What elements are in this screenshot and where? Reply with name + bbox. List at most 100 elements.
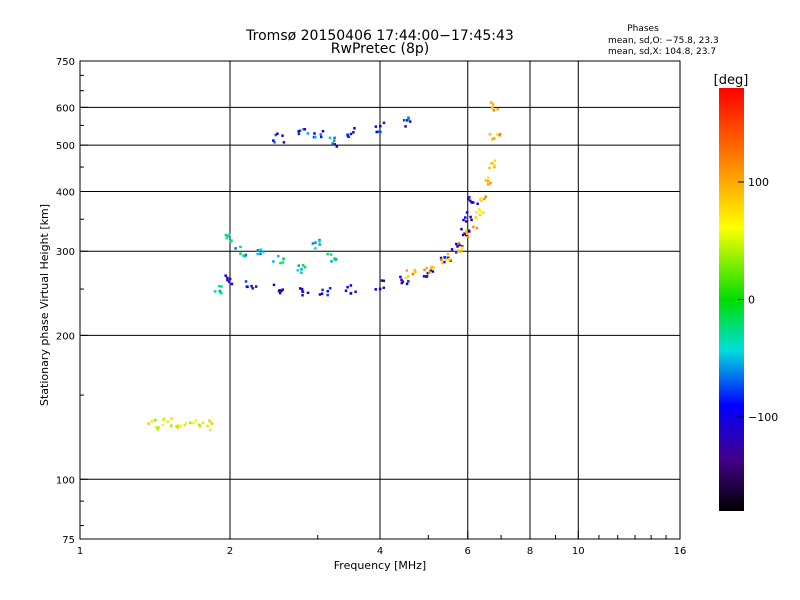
y-tick-label: 400	[56, 187, 75, 198]
data-point	[208, 419, 211, 422]
data-point	[300, 268, 303, 271]
data-point	[378, 287, 382, 291]
data-point	[306, 291, 310, 295]
data-point	[400, 281, 404, 285]
data-point	[300, 287, 304, 291]
data-point	[489, 181, 492, 185]
phases-box-title: Phases	[627, 24, 659, 34]
data-point	[162, 417, 166, 420]
data-point	[445, 258, 448, 261]
data-point	[349, 284, 353, 287]
data-point	[239, 252, 242, 255]
phases-box-x: mean, sd,X: 104.8, 23.7	[608, 47, 716, 57]
data-point	[176, 426, 180, 429]
data-point	[349, 291, 353, 295]
data-point	[439, 256, 443, 260]
data-point	[352, 131, 355, 134]
data-point	[492, 109, 496, 112]
data-point	[353, 126, 356, 130]
y-tick-label: 200	[56, 331, 75, 342]
y-tick-label: 500	[56, 141, 75, 152]
data-point	[318, 239, 321, 243]
data-point	[169, 424, 173, 427]
data-point	[259, 248, 263, 251]
data-point	[486, 176, 490, 180]
data-point	[414, 270, 417, 273]
data-point	[346, 285, 349, 289]
data-point	[298, 129, 302, 132]
data-point	[218, 290, 222, 293]
data-point	[465, 211, 469, 214]
data-point	[259, 252, 262, 256]
data-point	[465, 232, 469, 235]
data-point	[469, 215, 472, 219]
data-point	[297, 132, 301, 136]
data-point	[401, 280, 405, 283]
data-point	[479, 197, 483, 201]
x-tick-label: 16	[674, 546, 687, 557]
data-point	[239, 245, 242, 249]
data-point	[493, 165, 496, 169]
data-point	[330, 260, 333, 263]
data-point	[346, 134, 350, 137]
data-point	[377, 130, 380, 133]
data-point	[374, 288, 377, 291]
data-point	[278, 291, 282, 295]
y-tick-label: 600	[56, 103, 75, 114]
data-point	[408, 120, 412, 123]
data-point	[318, 293, 322, 296]
y-tick-label: 100	[56, 475, 75, 486]
data-point	[354, 290, 357, 294]
x-tick-label: 6	[465, 546, 471, 557]
data-point	[154, 418, 157, 422]
data-point	[490, 101, 493, 104]
data-point	[425, 275, 428, 278]
data-point	[458, 243, 461, 247]
data-point	[244, 280, 248, 283]
data-point	[492, 137, 496, 140]
data-point	[431, 270, 435, 273]
data-point	[460, 227, 463, 231]
data-point	[478, 213, 482, 217]
data-point	[429, 267, 433, 270]
colorbar-tick-label: 0	[748, 294, 755, 307]
data-point	[176, 424, 180, 427]
data-point	[192, 421, 195, 425]
data-point	[475, 211, 478, 214]
data-point	[488, 166, 491, 170]
x-tick-label: 8	[527, 546, 533, 557]
data-point	[312, 135, 316, 139]
data-point	[407, 280, 410, 283]
data-point	[405, 282, 409, 286]
data-point	[244, 255, 247, 258]
data-point	[189, 421, 192, 424]
data-point	[296, 269, 299, 272]
data-point	[490, 162, 494, 165]
data-point	[217, 284, 221, 288]
data-point	[484, 195, 487, 198]
data-point	[226, 278, 229, 282]
data-point	[297, 130, 300, 133]
data-point	[470, 201, 473, 204]
data-point	[464, 229, 468, 232]
data-point	[333, 143, 337, 146]
data-point	[457, 241, 461, 245]
data-point	[320, 292, 324, 296]
data-point	[443, 256, 446, 259]
data-point	[379, 124, 382, 128]
data-point	[430, 265, 433, 268]
data-point	[461, 246, 464, 250]
data-point	[470, 218, 473, 222]
data-point	[484, 179, 488, 182]
x-tick-label: 10	[572, 546, 585, 557]
data-point	[344, 289, 348, 293]
data-point	[303, 265, 307, 269]
data-point	[457, 249, 460, 252]
data-point	[450, 248, 454, 251]
data-point	[498, 134, 501, 137]
data-point	[256, 248, 260, 252]
data-point	[219, 291, 223, 295]
data-point	[319, 133, 323, 136]
data-point	[486, 182, 490, 186]
